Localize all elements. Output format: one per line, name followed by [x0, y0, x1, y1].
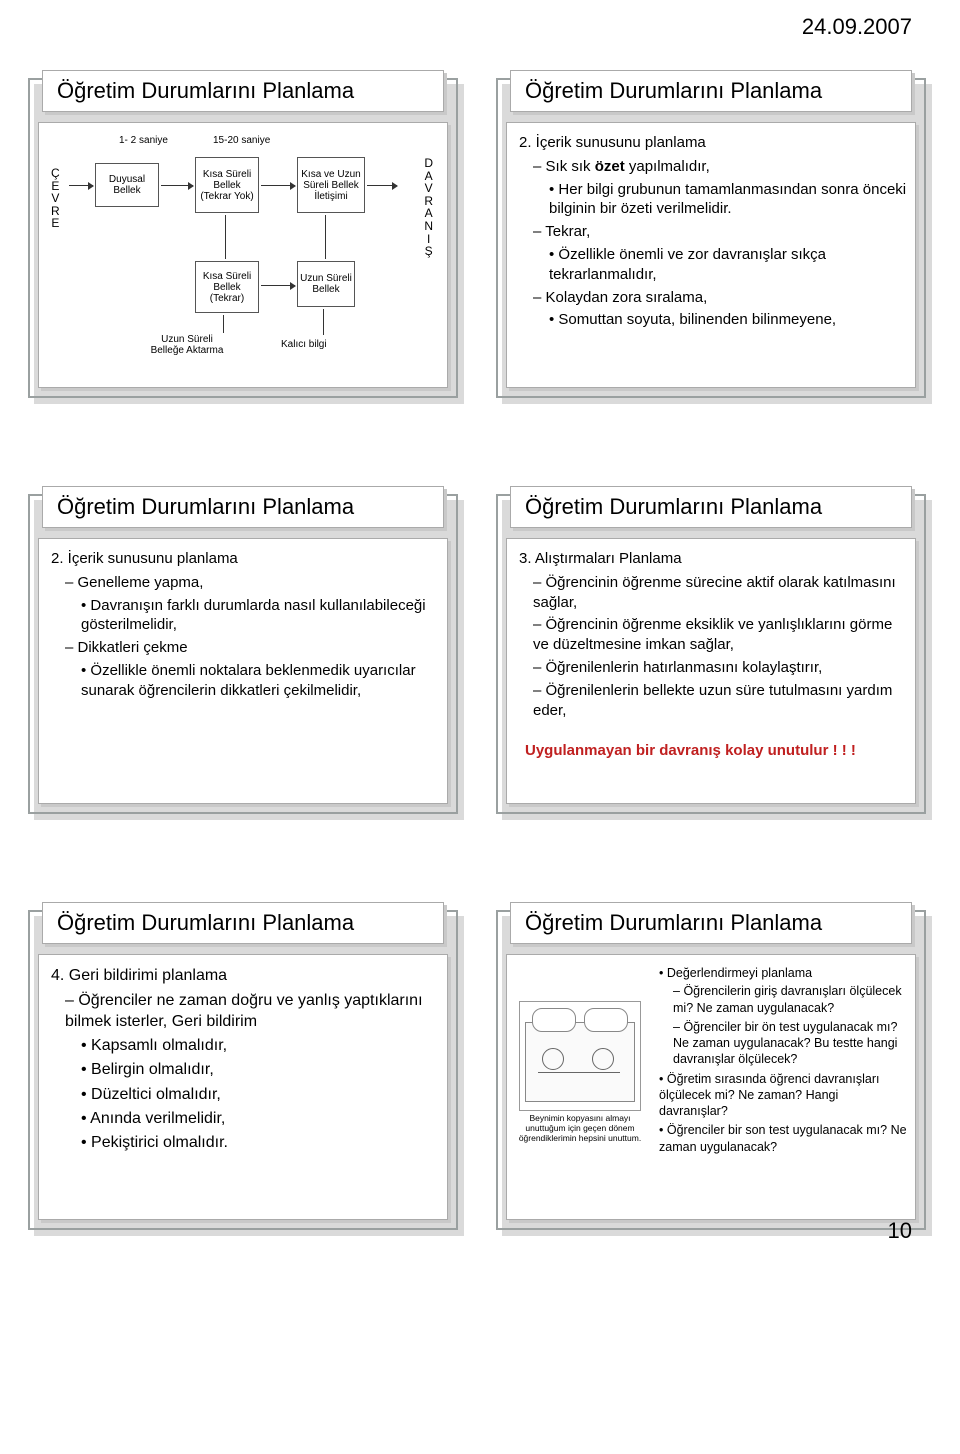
flow-node: Uzun Süreli Belleğe Aktarma — [147, 335, 227, 356]
heading-level1: 2. İçerik sunusunu planlama — [519, 133, 907, 153]
list-item: Tekrar, — [533, 222, 907, 242]
slide-1: Öğretim Durumlarını Planlama 1- 2 saniye… — [28, 78, 458, 398]
heading-level1: • Değerlendirmeyi planlama — [659, 965, 907, 981]
slide-body: 2. İçerik sunusunu planlama Genelleme ya… — [38, 538, 448, 804]
list-item: Her bilgi grubunun tamamlanmasından sonr… — [549, 180, 907, 220]
page: 24.09.2007 Öğretim Durumlarını Planlama … — [0, 0, 960, 1258]
slide-5: Öğretim Durumlarını Planlama 4. Geri bil… — [28, 910, 458, 1230]
arrow-icon — [323, 309, 324, 335]
slide-body: Beynimin kopyasını almayı unuttuğum için… — [506, 954, 916, 1220]
arrow-icon — [325, 215, 326, 259]
flow-label-tl: 1- 2 saniye — [119, 135, 168, 146]
flow-node: Uzun Süreli Bellek — [297, 261, 355, 307]
slide-title: Öğretim Durumlarını Planlama — [42, 902, 444, 944]
list-item: Pekiştirici olmalıdır. — [81, 1132, 439, 1153]
list-item: Öğrenilenlerin bellekte uzun süre tutulm… — [533, 681, 907, 721]
flowchart: 1- 2 saniye 15-20 saniye ÇEVRE DAVRANIŞ … — [47, 133, 439, 379]
list-item: Kapsamlı olmalıdır, — [81, 1035, 439, 1056]
list-item: Öğrencilerin giriş davranışları ölçülece… — [673, 983, 907, 1016]
row-1: Öğretim Durumlarını Planlama 1- 2 saniye… — [28, 78, 932, 398]
page-number: 10 — [888, 1218, 912, 1244]
list-item: Öğrencinin öğrenme sürecine aktif olarak… — [533, 573, 907, 613]
cartoon-caption: Beynimin kopyasını almayı unuttuğum için… — [515, 1114, 645, 1143]
arrow-icon — [261, 185, 295, 186]
slide-6: Öğretim Durumlarını Planlama — [496, 910, 926, 1230]
list-item: Dikkatleri çekme — [65, 638, 439, 658]
slide-title: Öğretim Durumlarını Planlama — [510, 486, 912, 528]
arrow-icon — [161, 185, 193, 186]
slide-title-text: Öğretim Durumlarını Planlama — [57, 494, 354, 520]
slide-2: Öğretim Durumlarını Planlama 2. İçerik s… — [496, 78, 926, 398]
arrow-icon — [223, 315, 224, 333]
slide-title-text: Öğretim Durumlarını Planlama — [57, 78, 354, 104]
slide-title: Öğretim Durumlarını Planlama — [510, 70, 912, 112]
slide-title: Öğretim Durumlarını Planlama — [42, 486, 444, 528]
page-date: 24.09.2007 — [802, 14, 912, 40]
list-item: Sık sık özet yapılmalıdır, — [533, 157, 907, 177]
flow-label-tr: 15-20 saniye — [213, 135, 270, 146]
list-item: Özellikle önemli noktalara beklenmedik u… — [81, 661, 439, 701]
row-3: Öğretim Durumlarını Planlama 4. Geri bil… — [28, 910, 932, 1230]
arrow-icon — [225, 215, 226, 259]
list-item: Özellikle önemli ve zor davranışlar sıkç… — [549, 245, 907, 285]
list-item: Düzeltici olmalıdır, — [81, 1084, 439, 1105]
slide-title-text: Öğretim Durumlarını Planlama — [57, 910, 354, 936]
emphasis-footer: Uygulanmayan bir davranış kolay unutulur… — [525, 741, 907, 761]
list-item: Davranışın farklı durumlarda nasıl kulla… — [81, 596, 439, 636]
slide-body: 3. Alıştırmaları Planlama Öğrencinin öğr… — [506, 538, 916, 804]
slide-title-text: Öğretim Durumlarını Planlama — [525, 910, 822, 936]
heading-level1: 4. Geri bildirimi planlama — [51, 965, 439, 986]
heading-level1: 2. İçerik sunusunu planlama — [51, 549, 439, 569]
slide-title: Öğretim Durumlarını Planlama — [42, 70, 444, 112]
list-item: Öğrenciler bir ön test uygulanacak mı? N… — [673, 1019, 907, 1068]
flow-left-vertical: ÇEVRE — [51, 166, 60, 230]
slide-3: Öğretim Durumlarını Planlama 2. İçerik s… — [28, 494, 458, 814]
slide-title: Öğretim Durumlarını Planlama — [510, 902, 912, 944]
flow-right-vertical: DAVRANIŞ — [424, 156, 433, 258]
list-item: Öğrenciler ne zaman doğru ve yanlış yapt… — [65, 990, 439, 1032]
list-item: Kolaydan zora sıralama, — [533, 288, 907, 308]
slide-title-text: Öğretim Durumlarını Planlama — [525, 494, 822, 520]
slide-body: 2. İçerik sunusunu planlama Sık sık özet… — [506, 122, 916, 388]
list-item: • Öğrenciler bir son test uygulanacak mı… — [659, 1122, 907, 1155]
flow-node: Kısa ve Uzun Süreli Bellek İletişimi — [297, 157, 365, 213]
list-item: Öğrencinin öğrenme eksiklik ve yanlışlık… — [533, 615, 907, 655]
flow-node: Kısa Süreli Bellek (Tekrar) — [195, 261, 259, 313]
list-item: Belirgin olmalıdır, — [81, 1059, 439, 1080]
arrow-icon — [261, 285, 295, 286]
row-2: Öğretim Durumlarını Planlama 2. İçerik s… — [28, 494, 932, 814]
list-item: Öğrenilenlerin hatırlanmasını kolaylaştı… — [533, 658, 907, 678]
list-item: • Öğretim sırasında öğrenci davranışları… — [659, 1071, 907, 1120]
list-item: Somuttan soyuta, bilinenden bilinmeyene, — [549, 310, 907, 330]
slide-title-text: Öğretim Durumlarını Planlama — [525, 78, 822, 104]
arrow-icon — [69, 185, 93, 186]
slide-grid: Öğretim Durumlarını Planlama 1- 2 saniye… — [28, 0, 932, 1230]
list-item: Genelleme yapma, — [65, 573, 439, 593]
slide-body: 1- 2 saniye 15-20 saniye ÇEVRE DAVRANIŞ … — [38, 122, 448, 388]
slide-body: 4. Geri bildirimi planlama Öğrenciler ne… — [38, 954, 448, 1220]
cartoon-image — [519, 1001, 641, 1111]
flow-node: Duyusal Bellek — [95, 163, 159, 207]
list-item: Anında verilmelidir, — [81, 1108, 439, 1129]
flow-node: Kalıcı bilgi — [281, 339, 327, 350]
flow-node: Kısa Süreli Bellek (Tekrar Yok) — [195, 157, 259, 213]
slide-4: Öğretim Durumlarını Planlama 3. Alıştırm… — [496, 494, 926, 814]
heading-level1: 3. Alıştırmaları Planlama — [519, 549, 907, 569]
arrow-icon — [367, 185, 397, 186]
